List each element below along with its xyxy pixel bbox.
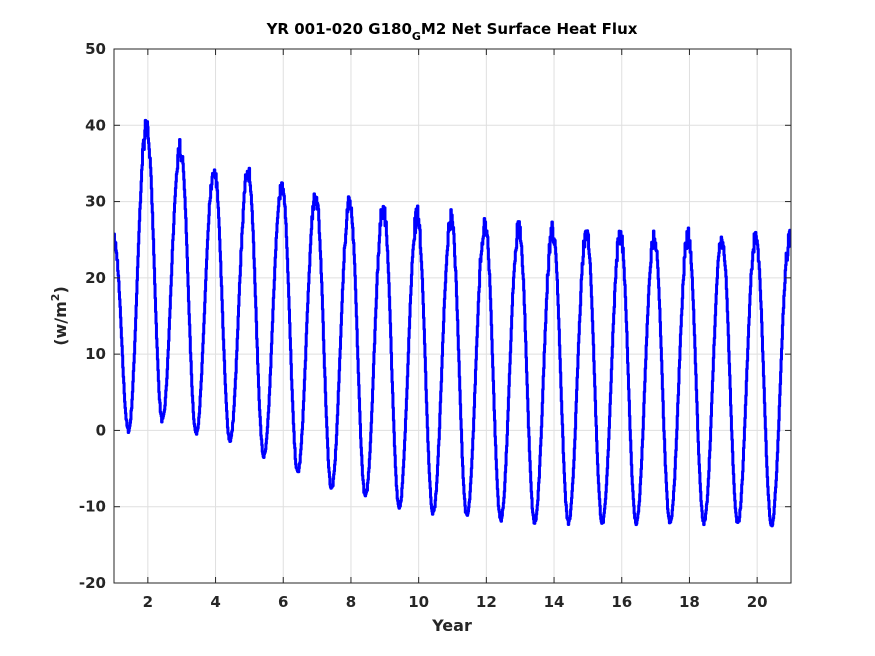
x-tick-label: 18: [679, 593, 700, 611]
chart-title: YR 001-020 G180GM2 Net Surface Heat Flux: [266, 20, 638, 43]
ticks: 2 4 6 8 10 12 14 16 18 20 -20 -10 0 10 20 30 40 50: [79, 40, 791, 611]
y-tick-label: 50: [85, 40, 106, 58]
y-tick-label: 40: [85, 116, 106, 134]
y-tick-label: 30: [85, 193, 106, 211]
x-tick-label: 2: [143, 593, 153, 611]
y-tick-label: -10: [79, 498, 106, 516]
x-axis-label: Year: [431, 616, 472, 635]
y-tick-label: 10: [85, 345, 106, 363]
x-tick-label: 8: [346, 593, 356, 611]
y-axis-label-sup: 2: [49, 294, 62, 302]
y-axis-label-base: (w/m: [51, 301, 70, 346]
x-tick-label: 20: [747, 593, 768, 611]
series-line: [114, 118, 791, 528]
x-tick-label: 16: [611, 593, 632, 611]
x-tick-label: 14: [544, 593, 565, 611]
y-tick-label: 20: [85, 269, 106, 287]
y-axis-label-close: ): [51, 286, 70, 293]
plot-frame: [113, 48, 792, 584]
plot-area: [114, 49, 791, 583]
y-tick-label: 0: [96, 421, 106, 439]
chart-title-main: YR 001-020 G180: [266, 20, 412, 38]
x-tick-label: 10: [408, 593, 429, 611]
y-axis-label: (w/m2): [49, 286, 70, 346]
x-tick-label: 4: [210, 593, 220, 611]
x-tick-label: 6: [278, 593, 288, 611]
chart-title-subscript: G: [412, 30, 421, 43]
x-tick-label: 12: [476, 593, 497, 611]
y-tick-label: -20: [79, 574, 106, 592]
chart-title-rest: M2 Net Surface Heat Flux: [421, 20, 638, 38]
